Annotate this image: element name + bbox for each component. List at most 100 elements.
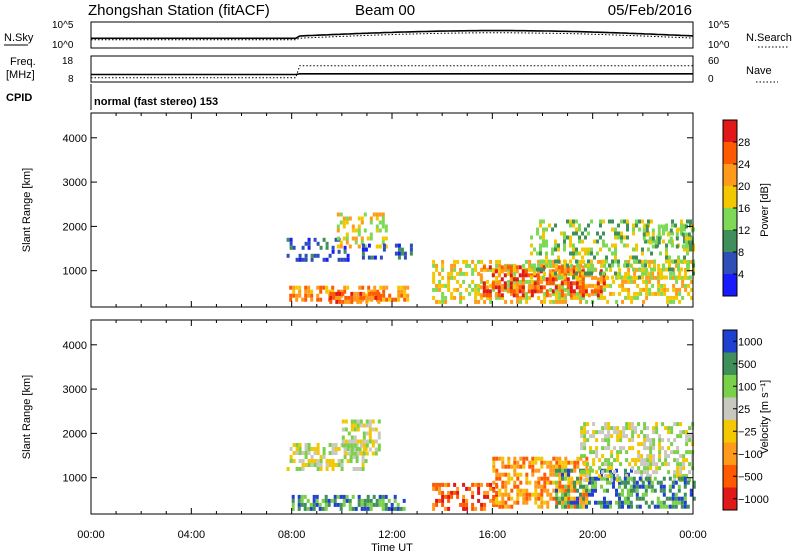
data-cell <box>643 458 647 463</box>
data-cell <box>583 470 587 475</box>
data-cell <box>486 482 490 487</box>
data-cell <box>680 223 683 228</box>
data-cell <box>668 484 672 489</box>
data-cell <box>319 285 323 290</box>
data-cell <box>647 239 650 244</box>
data-cell <box>564 496 568 501</box>
data-cell <box>477 498 481 503</box>
data-cell <box>438 299 442 304</box>
data-cell <box>381 498 385 503</box>
data-cell <box>673 422 677 427</box>
data-cell <box>360 498 364 503</box>
data-cell <box>479 277 483 282</box>
data-cell <box>539 243 542 248</box>
data-cell <box>656 496 660 501</box>
data-cell <box>569 239 572 244</box>
data-cell <box>564 484 567 489</box>
data-cell <box>656 480 660 485</box>
data-cell <box>634 426 638 431</box>
data-cell <box>598 466 602 471</box>
data-cell <box>477 490 481 495</box>
data-cell <box>542 259 545 264</box>
data-cell <box>510 488 514 493</box>
data-cell <box>563 243 566 248</box>
data-cell <box>648 279 652 284</box>
data-cell <box>641 480 645 485</box>
data-cell <box>453 482 457 487</box>
data-cell <box>537 476 541 481</box>
data-cell <box>400 285 404 290</box>
data-cell <box>397 255 401 260</box>
data-cell <box>582 484 585 489</box>
data-cell <box>567 472 570 477</box>
data-cell <box>662 231 665 236</box>
data-cell <box>651 291 655 296</box>
nsky-line <box>91 29 694 40</box>
data-cell <box>653 259 656 264</box>
data-cell <box>636 283 640 288</box>
data-cell <box>322 455 326 459</box>
data-cell <box>585 299 589 304</box>
data-cell <box>686 219 689 224</box>
data-cell <box>645 224 649 229</box>
data-cell <box>689 223 692 228</box>
data-cell <box>545 281 549 286</box>
data-cell <box>626 496 630 501</box>
data-cell <box>336 228 340 233</box>
data-cell <box>628 446 632 451</box>
data-cell <box>546 500 550 505</box>
data-cell <box>319 245 323 250</box>
data-cell <box>435 299 439 304</box>
data-cell <box>608 219 611 224</box>
data-cell <box>558 267 562 272</box>
data-cell <box>594 476 597 481</box>
data-cell <box>519 472 523 477</box>
data-cell <box>666 295 670 300</box>
data-cell <box>576 464 580 469</box>
data-cell <box>400 289 404 294</box>
data-cell <box>649 442 653 447</box>
data-cell <box>304 297 308 302</box>
data-cell <box>310 297 314 302</box>
data-cell <box>650 488 654 493</box>
data-cell <box>641 496 645 501</box>
data-cell <box>575 267 578 272</box>
data-cell <box>685 474 689 479</box>
data-cell <box>351 506 355 511</box>
data-cell <box>661 422 665 427</box>
data-cell <box>388 297 392 302</box>
data-cell <box>663 283 667 288</box>
data-cell <box>501 287 505 292</box>
data-cell <box>680 476 684 481</box>
data-cell <box>406 297 410 302</box>
data-cell <box>688 450 692 455</box>
data-cell <box>359 439 363 444</box>
data-cell <box>447 498 451 503</box>
data-cell <box>331 285 335 290</box>
data-cell <box>579 492 582 497</box>
data-cell <box>622 446 626 451</box>
data-cell <box>642 232 646 237</box>
data-cell <box>638 484 642 489</box>
data-cell <box>542 219 545 224</box>
data-cell <box>291 494 295 499</box>
data-cell <box>626 243 629 248</box>
data-cell <box>676 466 680 471</box>
data-cell <box>624 287 628 292</box>
data-cell <box>509 281 513 286</box>
data-cell <box>660 287 664 292</box>
data-cell <box>618 484 621 489</box>
data-cell <box>583 434 587 439</box>
data-cell <box>655 430 659 435</box>
data-cell <box>498 295 502 300</box>
data-cell <box>552 259 556 264</box>
data-cell <box>614 231 617 236</box>
data-cell <box>513 468 517 473</box>
data-cell <box>599 247 602 252</box>
data-cell <box>629 492 633 497</box>
data-cell <box>542 243 545 248</box>
data-cell <box>611 251 614 256</box>
data-cell <box>498 263 502 268</box>
data-cell <box>673 478 677 483</box>
